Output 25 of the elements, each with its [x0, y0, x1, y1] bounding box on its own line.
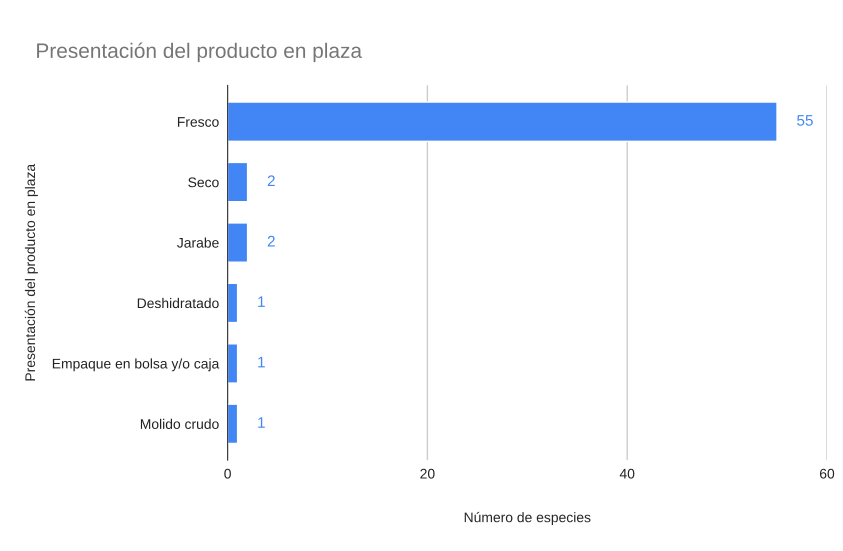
x-tick-label: 0 [224, 468, 231, 479]
bar [228, 282, 238, 324]
x-tick-label: 60 [820, 468, 834, 479]
data-label: 2 [268, 236, 275, 246]
data-label: 2 [268, 175, 275, 186]
x-tick-label: 40 [620, 468, 634, 479]
data-label: 1 [258, 296, 265, 307]
y-tick-label: Seco [188, 177, 219, 188]
bar [228, 101, 778, 142]
x-axis-title: Número de especies [464, 512, 590, 526]
bar [228, 162, 248, 202]
y-tick-label: Molido crudo [140, 418, 219, 429]
bar [228, 222, 248, 263]
y-tick-label: Fresco [178, 117, 219, 127]
x-tick-label: 20 [420, 468, 435, 479]
bar [228, 343, 238, 384]
data-label: 1 [258, 417, 265, 428]
y-tick-label: Jarabe [177, 237, 219, 248]
data-label: 55 [797, 115, 813, 126]
y-axis-title: Presentación del producto en plaza [24, 164, 38, 380]
y-tick-label: Empaque en bolsa y/o caja [52, 358, 220, 372]
data-label: 1 [258, 356, 265, 368]
y-tick-label: Deshidratado [138, 298, 219, 308]
chart-title: Presentación del producto en plaza [37, 42, 362, 62]
bar [228, 403, 238, 444]
